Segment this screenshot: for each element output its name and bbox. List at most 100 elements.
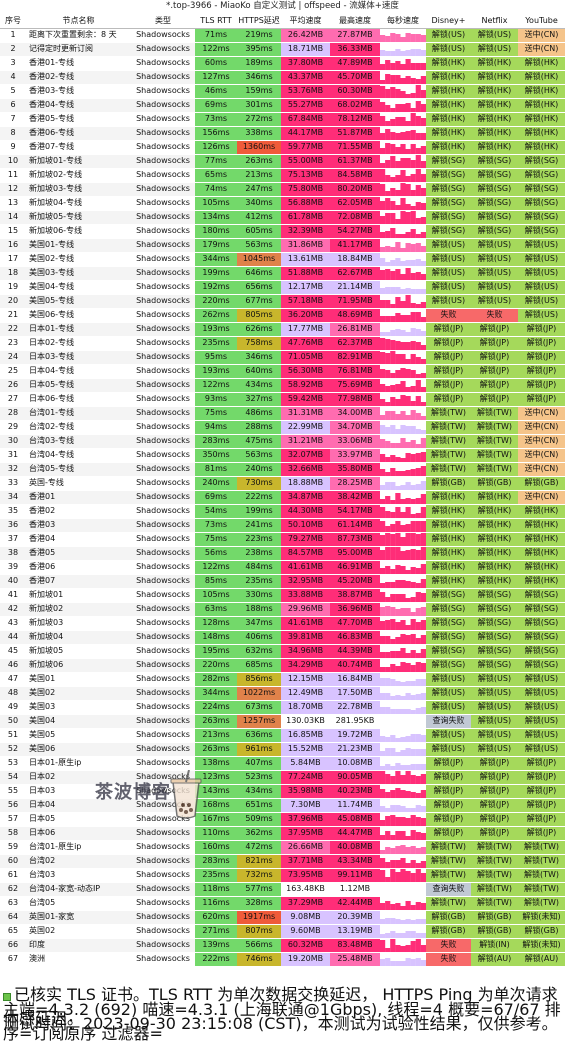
- speed-sparkline: [380, 350, 426, 363]
- table-row[interactable]: 45 新加坡05 Shadowsocks 195ms 632ms 34.96MB 44.39…: [0, 644, 565, 659]
- speed-bar: [390, 212, 396, 223]
- table-row[interactable]: 4 香港02-专线 Shadowsocks 127ms 346ms 43.37MB 45.7…: [0, 70, 565, 85]
- table-row[interactable]: 48 美国02 Shadowsocks 344ms 1022ms 12.49MB 17.50…: [0, 686, 565, 701]
- table-row[interactable]: 34 香港01 Shadowsocks 69ms 222ms 34.87MB 38.42MB…: [0, 490, 565, 505]
- table-row[interactable]: 30 台湾03-专线 Shadowsocks 283ms 475ms 31.21MB 33.…: [0, 434, 565, 449]
- table-row[interactable]: 23 日本02-专线 Shadowsocks 235ms 758ms 47.76MB 62.…: [0, 336, 565, 351]
- table-row[interactable]: 10 新加坡01-专线 Shadowsocks 77ms 263ms 55.00MB 61.…: [0, 154, 565, 169]
- column-header[interactable]: 节点名称: [26, 13, 131, 29]
- column-header[interactable]: YouTube: [518, 13, 565, 29]
- speed-bar: [415, 621, 421, 629]
- table-row[interactable]: 36 香港03 Shadowsocks 73ms 241ms 50.10MB 61.14MB…: [0, 518, 565, 533]
- disney-status: 失败: [426, 952, 471, 967]
- table-row[interactable]: 51 美国05 Shadowsocks 213ms 636ms 16.85MB 19.72M…: [0, 728, 565, 743]
- table-row[interactable]: 64 英国01-家宽 Shadowsocks 620ms 1917ms 9.08MB 20.…: [0, 910, 565, 925]
- table-row[interactable]: 57 日本05 Shadowsocks 167ms 509ms 37.96MB 45.08M…: [0, 812, 565, 827]
- table-row[interactable]: 49 美国03 Shadowsocks 224ms 673ms 18.70MB 22.78M…: [0, 700, 565, 715]
- table-row[interactable]: 47 美国01 Shadowsocks 282ms 856ms 12.15MB 16.84M…: [0, 672, 565, 687]
- column-header[interactable]: 最高速度: [330, 13, 380, 29]
- table-row[interactable]: 12 新加坡03-专线 Shadowsocks 74ms 247ms 75.80MB 80.…: [0, 182, 565, 197]
- youtube-status: 解锁(TW): [518, 868, 565, 883]
- table-row[interactable]: 2 记得定时更新订阅 Shadowsocks 122ms 395ms 18.71MB 36.…: [0, 42, 565, 57]
- speed-bar: [395, 340, 401, 349]
- table-row[interactable]: 27 日本06-专线 Shadowsocks 93ms 327ms 59.42MB 77.9…: [0, 392, 565, 407]
- table-row[interactable]: 56 日本04 Shadowsocks 168ms 651ms 7.30MB 11.74MB…: [0, 798, 565, 813]
- table-row[interactable]: 14 新加坡05-专线 Shadowsocks 134ms 412ms 61.78MB 72…: [0, 210, 565, 225]
- table-row[interactable]: 60 台湾02 Shadowsocks 283ms 821ms 37.71MB 43.34M…: [0, 854, 565, 869]
- column-header[interactable]: 类型: [131, 13, 195, 29]
- column-header[interactable]: 平均速度: [281, 13, 330, 29]
- table-row[interactable]: 53 日本01-原生ip Shadowsocks 138ms 407ms 5.84MB 10…: [0, 756, 565, 771]
- table-row[interactable]: 15 新加坡06-专线 Shadowsocks 180ms 605ms 32.39MB 54…: [0, 224, 565, 239]
- speed-bar: [395, 428, 401, 433]
- average-speed: 67.84MB: [281, 112, 330, 127]
- table-row[interactable]: 5 香港03-专线 Shadowsocks 46ms 159ms 53.76MB 60.30…: [0, 84, 565, 99]
- column-header[interactable]: 序号: [0, 13, 26, 29]
- table-row[interactable]: 59 台湾01-原生ip Shadowsocks 160ms 472ms 26.66MB 4…: [0, 840, 565, 855]
- table-row[interactable]: 66 印度 Shadowsocks 139ms 566ms 60.32MB 83.48MB 失…: [0, 938, 565, 953]
- table-row[interactable]: 43 新加坡03 Shadowsocks 128ms 347ms 41.61MB 47.70…: [0, 616, 565, 631]
- table-row[interactable]: 38 香港05 Shadowsocks 56ms 238ms 84.57MB 95.00MB…: [0, 546, 565, 561]
- speed-bar: [395, 532, 401, 545]
- table-row[interactable]: 16 美国01-专线 Shadowsocks 179ms 563ms 31.86MB 41.…: [0, 238, 565, 253]
- table-row[interactable]: 25 日本04-专线 Shadowsocks 193ms 640ms 56.30MB 76.…: [0, 364, 565, 379]
- table-row[interactable]: 41 新加坡01 Shadowsocks 105ms 330ms 33.88MB 38.87…: [0, 588, 565, 603]
- table-row[interactable]: 55 日本03 Shadowsocks 143ms 434ms 35.98MB 40.23M…: [0, 784, 565, 799]
- table-row[interactable]: 18 美国03-专线 Shadowsocks 199ms 646ms 51.88MB 62.…: [0, 266, 565, 281]
- table-row[interactable]: 33 英国-专线 Shadowsocks 240ms 730ms 18.88MB 28.25…: [0, 476, 565, 491]
- column-header[interactable]: Netflix: [471, 13, 518, 29]
- speed-bar: [410, 845, 416, 853]
- table-row[interactable]: 13 新加坡04-专线 Shadowsocks 105ms 340ms 56.88MB 62…: [0, 196, 565, 211]
- table-row[interactable]: 65 英国02 Shadowsocks 271ms 807ms 9.60MB 13.19MB…: [0, 924, 565, 939]
- table-row[interactable]: 42 新加坡02 Shadowsocks 63ms 188ms 29.96MB 36.96M…: [0, 602, 565, 617]
- table-row[interactable]: 46 新加坡06 Shadowsocks 220ms 685ms 34.29MB 40.74…: [0, 658, 565, 673]
- speed-bar: [390, 259, 396, 265]
- table-row[interactable]: 19 美国04-专线 Shadowsocks 192ms 656ms 12.17MB 21.…: [0, 280, 565, 295]
- table-row[interactable]: 20 美国05-专线 Shadowsocks 220ms 677ms 57.18MB 71.…: [0, 294, 565, 309]
- table-row[interactable]: 63 台湾05 Shadowsocks 116ms 328ms 37.29MB 42.44M…: [0, 896, 565, 911]
- table-row[interactable]: 24 日本03-专线 Shadowsocks 95ms 346ms 71.05MB 82.9…: [0, 350, 565, 365]
- table-row[interactable]: 3 香港01-专线 Shadowsocks 60ms 189ms 37.80MB 47.89…: [0, 56, 565, 71]
- netflix-status: 解锁(US): [471, 280, 518, 295]
- column-header[interactable]: HTTPS延迟: [237, 13, 281, 29]
- speed-bar: [410, 733, 416, 741]
- speed-bar: [420, 344, 426, 349]
- table-row[interactable]: 6 香港04-专线 Shadowsocks 69ms 301ms 55.27MB 68.02…: [0, 98, 565, 113]
- table-row[interactable]: 58 日本06 Shadowsocks 110ms 362ms 37.95MB 44.47M…: [0, 826, 565, 841]
- table-row[interactable]: 26 日本05-专线 Shadowsocks 122ms 434ms 58.92MB 75.…: [0, 378, 565, 393]
- table-row[interactable]: 28 台湾01-专线 Shadowsocks 75ms 486ms 31.31MB 34.0…: [0, 406, 565, 421]
- column-header[interactable]: Disney+: [426, 13, 471, 29]
- table-row[interactable]: 61 台湾03 Shadowsocks 235ms 732ms 73.95MB 99.11M…: [0, 868, 565, 883]
- table-row[interactable]: 37 香港04 Shadowsocks 75ms 223ms 79.27MB 87.73MB…: [0, 532, 565, 547]
- table-row[interactable]: 8 香港06-专线 Shadowsocks 156ms 338ms 44.17MB 51.8…: [0, 126, 565, 141]
- speed-bar: [420, 563, 426, 573]
- tls-rtt: 71ms: [195, 28, 237, 43]
- column-header[interactable]: TLS RTT: [195, 13, 237, 29]
- speed-sparkline: [380, 492, 426, 503]
- table-row[interactable]: 31 台湾04-专线 Shadowsocks 350ms 563ms 32.07MB 33.…: [0, 448, 565, 463]
- speed-bar: [395, 413, 401, 419]
- speed-sparkline: [380, 844, 426, 853]
- table-row[interactable]: 54 日本02 Shadowsocks 123ms 523ms 77.24MB 90.05M…: [0, 770, 565, 785]
- table-row[interactable]: 52 美国06 Shadowsocks 263ms 961ms 15.52MB 21.23M…: [0, 742, 565, 757]
- table-row[interactable]: 7 香港05-专线 Shadowsocks 73ms 272ms 67.84MB 78.12…: [0, 112, 565, 127]
- table-row[interactable]: 11 新加坡02-专线 Shadowsocks 65ms 213ms 75.13MB 84.…: [0, 168, 565, 183]
- table-row[interactable]: 35 香港02 Shadowsocks 54ms 199ms 44.30MB 54.17MB…: [0, 504, 565, 519]
- table-row[interactable]: 21 美国06-专线 Shadowsocks 262ms 805ms 36.20MB 48.…: [0, 308, 565, 323]
- table-row[interactable]: 44 新加坡04 Shadowsocks 148ms 406ms 39.81MB 46.83…: [0, 630, 565, 645]
- table-row[interactable]: 1 距离下次重置剩余：8 天 Shadowsocks 71ms 219ms 26.42MB…: [0, 28, 565, 43]
- table-row[interactable]: 32 台湾05-专线 Shadowsocks 81ms 240ms 32.66MB 35.8…: [0, 462, 565, 477]
- table-row[interactable]: 67 澳洲 Shadowsocks 222ms 746ms 19.20MB 25.48MB 失…: [0, 952, 565, 967]
- table-row[interactable]: 40 香港07 Shadowsocks 85ms 235ms 32.95MB 45.20MB…: [0, 574, 565, 589]
- table-row[interactable]: 9 香港07-专线 Shadowsocks 126ms 1360ms 59.77MB 71.…: [0, 140, 565, 155]
- table-row[interactable]: 22 日本01-专线 Shadowsocks 193ms 626ms 17.77MB 26.…: [0, 322, 565, 337]
- table-row[interactable]: 50 美国04 Shadowsocks 263ms 1257ms 130.03KB 281.…: [0, 714, 565, 729]
- column-header[interactable]: 每秒速度: [380, 13, 426, 29]
- table-row[interactable]: 39 香港06 Shadowsocks 122ms 484ms 41.61MB 46.91M…: [0, 560, 565, 575]
- node-name: 台湾03-专线: [26, 434, 131, 449]
- row-index: 4: [0, 70, 26, 85]
- check-icon: [3, 993, 11, 1001]
- table-row[interactable]: 62 台湾04-家宽-动态IP Shadowsocks 118ms 577ms 163.4…: [0, 882, 565, 897]
- table-row[interactable]: 29 台湾02-专线 Shadowsocks 94ms 288ms 22.99MB 34.7…: [0, 420, 565, 435]
- table-row[interactable]: 17 美国02-专线 Shadowsocks 344ms 1045ms 13.61MB 18…: [0, 252, 565, 267]
